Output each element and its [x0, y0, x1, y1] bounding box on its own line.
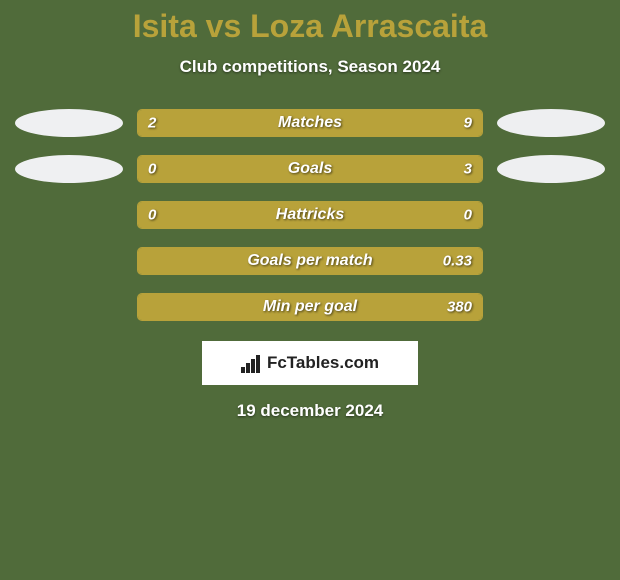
avatar-left: [15, 109, 123, 137]
stat-row: 0 Goals 3: [0, 155, 620, 183]
subtitle-text: Club competitions, Season 2024: [0, 57, 620, 77]
stat-bar: Goals per match 0.33: [137, 247, 483, 275]
bar-value-right: 0.33: [443, 253, 472, 270]
stat-bar: 0 Goals 3: [137, 155, 483, 183]
stat-row: Min per goal 380: [0, 293, 620, 321]
bar-value-right: 380: [447, 299, 472, 316]
stat-row: 0 Hattricks 0: [0, 201, 620, 229]
bar-value-right: 3: [464, 161, 472, 178]
bar-label: Hattricks: [276, 206, 344, 224]
bar-label: Min per goal: [263, 298, 357, 316]
bar-value-right: 0: [464, 207, 472, 224]
bar-value-right: 9: [464, 115, 472, 132]
logo-chart-icon: [241, 353, 263, 373]
page-title: Isita vs Loza Arrascaita: [0, 8, 620, 45]
avatar-right: [497, 155, 605, 183]
bar-value-left: 2: [148, 115, 156, 132]
logo-text: FcTables.com: [267, 353, 379, 373]
date-text: 19 december 2024: [0, 401, 620, 421]
stat-bar: Min per goal 380: [137, 293, 483, 321]
bars-container: 2 Matches 9 0 Goals 3 0 Hattricks 0 Goals per mat…: [0, 109, 620, 321]
stat-bar: 0 Hattricks 0: [137, 201, 483, 229]
stat-bar: 2 Matches 9: [137, 109, 483, 137]
bar-value-left: 0: [148, 207, 156, 224]
stat-row: Goals per match 0.33: [0, 247, 620, 275]
comparison-infographic: Isita vs Loza Arrascaita Club competitio…: [0, 0, 620, 580]
avatar-left: [15, 155, 123, 183]
bar-label: Goals: [288, 160, 332, 178]
bar-label: Goals per match: [247, 252, 372, 270]
bar-value-left: 0: [148, 161, 156, 178]
logo-box: FcTables.com: [202, 341, 418, 385]
bar-label: Matches: [278, 114, 342, 132]
avatar-right: [497, 109, 605, 137]
stat-row: 2 Matches 9: [0, 109, 620, 137]
